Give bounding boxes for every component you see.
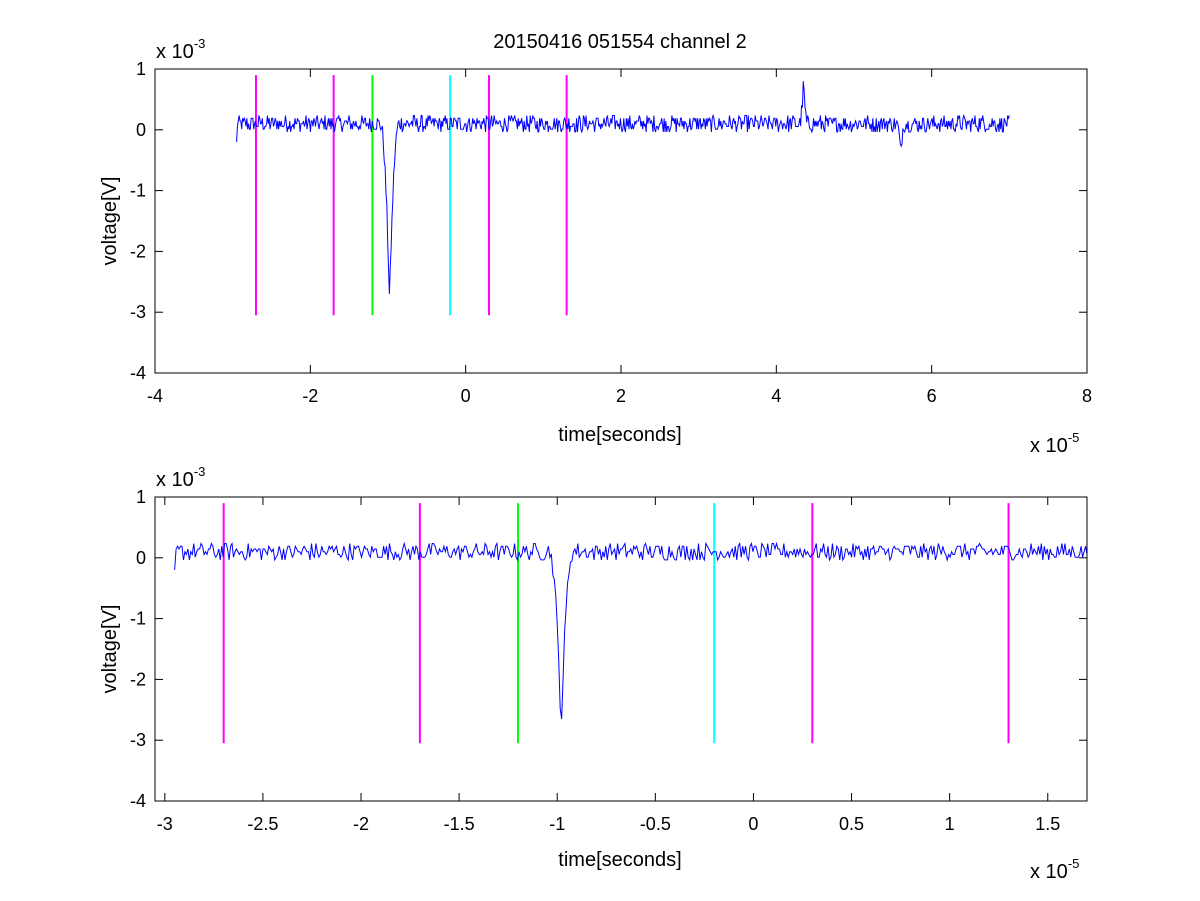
top-y-scale: x 10-3 xyxy=(156,36,205,63)
bottom-x-scale: x 10-5 xyxy=(1030,856,1079,883)
bottom-x-tick-label: -2 xyxy=(353,814,369,834)
bottom-y-tick-label: 0 xyxy=(136,548,146,568)
bottom-x-tick-label: 1 xyxy=(945,814,955,834)
bottom-x-tick-label: -3 xyxy=(157,814,173,834)
bottom-x-tick-label: -1.5 xyxy=(444,814,475,834)
bottom-x-tick-label: 1.5 xyxy=(1035,814,1060,834)
bottom-y-scale: x 10-3 xyxy=(156,464,205,491)
top-y-tick-label: -2 xyxy=(130,241,146,261)
top-ticks: -4 -2 0 2 4 6 8 -4 -3 -2 -1 0 1 xyxy=(130,59,1092,406)
top-x-tick-label: 8 xyxy=(1082,386,1092,406)
bottom-y-tick-label: -3 xyxy=(130,730,146,750)
top-markers xyxy=(254,75,568,316)
bottom-markers xyxy=(222,503,1010,744)
bottom-ticks: -3 -2.5 -2 -1.5 -1 -0.5 0 0.5 1 1.5 -4 -3 -2 -1 0 1 xyxy=(130,487,1087,834)
bottom-x-axis-label: time[seconds] xyxy=(558,849,681,871)
bottom-x-tick-label: 0.5 xyxy=(839,814,864,834)
top-y-tick-label: 1 xyxy=(136,59,146,79)
top-y-tick-label: -3 xyxy=(130,302,146,322)
bottom-y-tick-label: -4 xyxy=(130,791,146,811)
top-x-tick-label: 6 xyxy=(927,386,937,406)
top-x-tick-label: -4 xyxy=(147,386,163,406)
bottom-signal-line xyxy=(174,541,1088,720)
top-plot: x 10-3 -4 -2 0 2 4 6 8 -4 -3 -2 -1 0 1 time[seconds]… xyxy=(99,36,1092,457)
bottom-signal xyxy=(174,541,1088,720)
top-signal-line xyxy=(236,81,1010,294)
bottom-x-tick-label: -1 xyxy=(549,814,565,834)
top-signal xyxy=(236,81,1010,294)
top-x-axis-label: time[seconds] xyxy=(558,424,681,446)
top-y-tick-label: 0 xyxy=(136,120,146,140)
bottom-x-tick-label: -0.5 xyxy=(640,814,671,834)
top-x-tick-label: 0 xyxy=(461,386,471,406)
bottom-y-tick-label: 1 xyxy=(136,487,146,507)
chart-title: 20150416 051554 channel 2 xyxy=(493,31,747,53)
bottom-plot: x 10-3 -3 -2.5 -2 -1.5 -1 -0.5 0 0.5 1 1.5-4-3-2-… xyxy=(99,464,1088,883)
bottom-x-tick-label: -2.5 xyxy=(247,814,278,834)
bottom-axes-frame xyxy=(154,496,1088,802)
bottom-y-tick-label: -2 xyxy=(130,669,146,689)
top-axes-frame xyxy=(154,68,1088,374)
top-y-tick-label: -4 xyxy=(130,363,146,383)
top-x-tick-label: -2 xyxy=(302,386,318,406)
bottom-y-tick-label: -1 xyxy=(130,609,146,629)
top-x-tick-label: 4 xyxy=(771,386,781,406)
bottom-y-axis-label: voltage[V] xyxy=(99,605,121,694)
top-x-scale: x 10-5 xyxy=(1030,430,1079,457)
top-y-axis-label: voltage[V] xyxy=(99,177,121,266)
bottom-x-tick-label: 0 xyxy=(748,814,758,834)
top-x-tick-label: 2 xyxy=(616,386,626,406)
top-y-tick-label: -1 xyxy=(130,181,146,201)
